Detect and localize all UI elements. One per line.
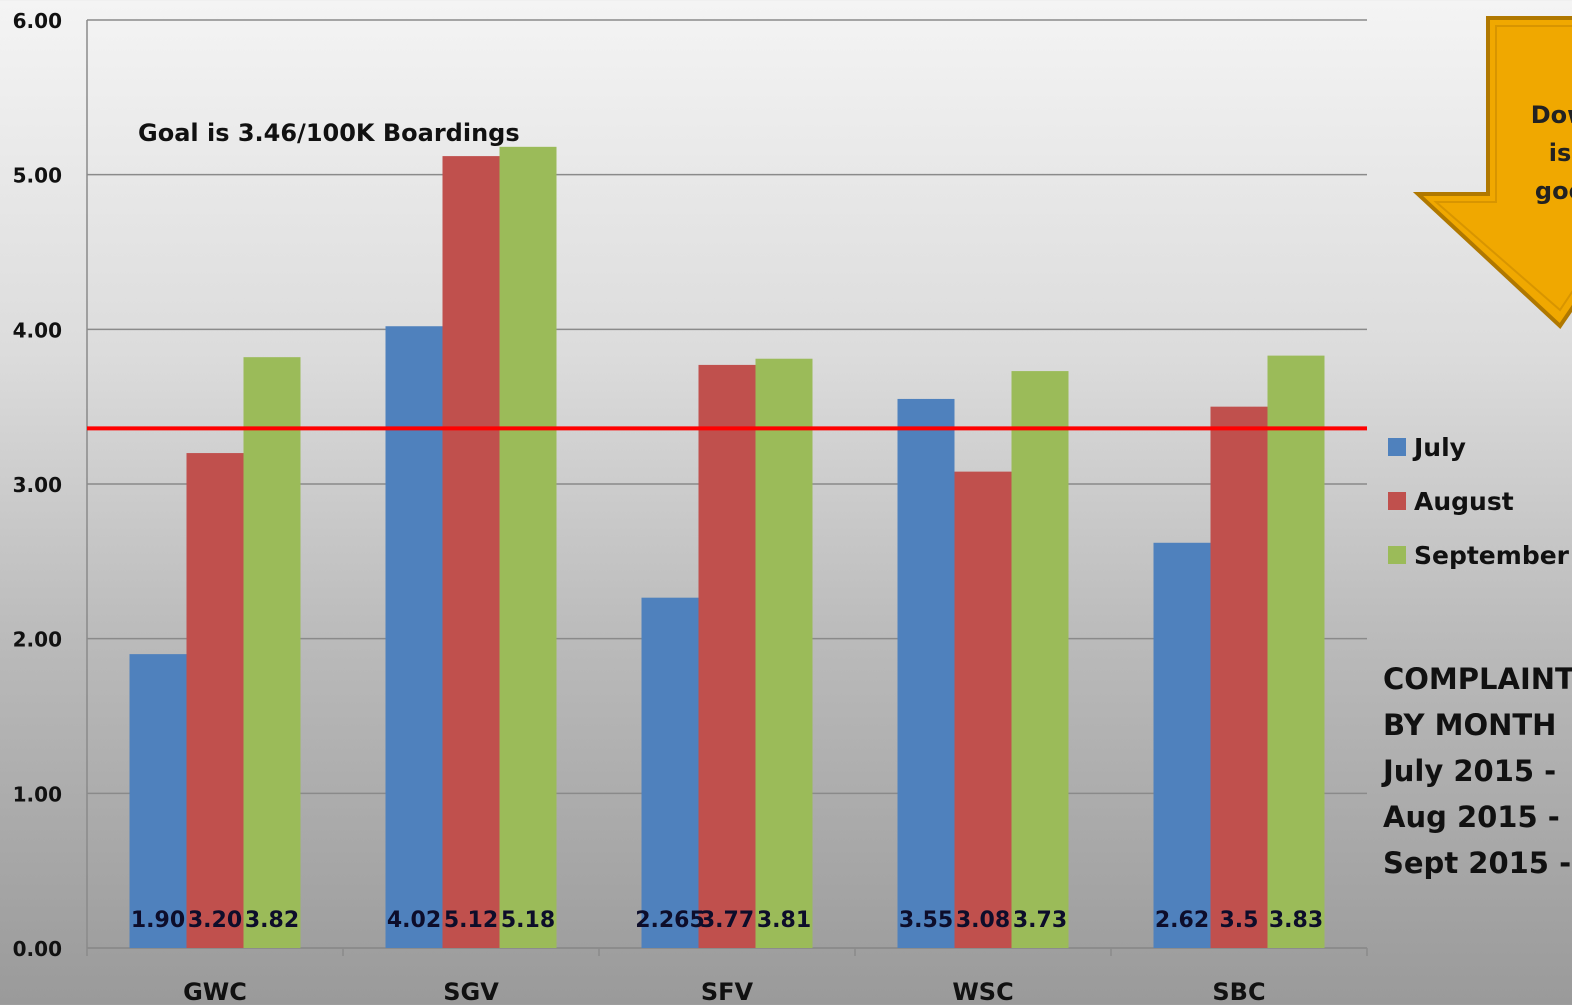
data-label: 3.73 [1013,908,1067,933]
bar-august-gwc [186,453,244,948]
down-arrow-icon [1400,14,1572,334]
legend-label-august: August [1414,486,1514,516]
bar-july-gwc [129,654,187,948]
legend-swatch-august [1388,492,1406,510]
legend-item-september: September [1388,528,1569,582]
bar-september-wsc [1011,371,1069,948]
x-tick-label: SFV [701,978,754,1005]
legend-label-september: September [1414,540,1569,570]
bar-july-sfv [641,597,699,948]
bar-september-sbc [1267,355,1325,948]
legend-item-july: July [1388,420,1569,474]
y-tick-label: 2.00 [13,628,62,652]
data-label: 2.265 [635,908,705,933]
data-label: 3.83 [1269,908,1323,933]
bar-august-sbc [1210,406,1268,949]
bar-july-wsc [897,398,955,948]
legend-swatch-september [1388,546,1406,564]
bar-september-sgv [499,146,557,948]
data-label: 3.08 [956,908,1010,933]
legend-swatch-july [1388,438,1406,456]
data-label: 3.81 [757,908,811,933]
x-tick-label: GWC [183,978,247,1005]
arrow-line-3: goo [1534,177,1572,205]
bar-july-sgv [385,326,443,948]
data-label: 3.5 [1220,908,1259,933]
bar-august-sfv [698,364,756,948]
data-label: 3.82 [245,908,299,933]
arrow-line-2: is [1548,139,1572,167]
x-tick-label: WSC [952,978,1013,1005]
y-tick-label: 4.00 [13,318,62,342]
data-label: 1.90 [131,908,185,933]
legend-item-august: August [1388,474,1569,528]
side-line-5: Sept 2015 - [1383,846,1572,880]
x-tick-label: SBC [1212,978,1265,1005]
bar-july-sbc [1153,542,1211,948]
arrow-callout-text: Dow is goo [1500,96,1572,210]
side-summary-text: COMPLAINT BY MONTH July 2015 - Aug 2015 … [1383,656,1572,886]
legend-label-july: July [1414,432,1466,462]
legend: July August September [1388,420,1569,582]
bar-september-gwc [243,357,301,948]
side-line-4: Aug 2015 - [1383,800,1560,834]
y-tick-label: 6.00 [13,9,62,33]
bar-september-sfv [755,358,813,949]
bar-august-wsc [954,471,1012,948]
arrow-line-1: Dow [1530,101,1572,129]
y-tick-label: 1.00 [13,782,62,806]
data-label: 3.77 [700,908,754,933]
bar-august-sgv [442,156,500,948]
data-label: 4.02 [387,908,441,933]
side-line-2: BY MONTH [1383,708,1557,742]
data-label: 2.62 [1155,908,1209,933]
side-line-3: July 2015 - [1383,754,1557,788]
y-tick-label: 3.00 [13,473,62,497]
side-line-1: COMPLAINT [1383,662,1572,696]
y-tick-label: 0.00 [13,937,62,961]
data-label: 5.18 [501,908,555,933]
data-label: 3.20 [188,908,242,933]
y-tick-label: 5.00 [13,164,62,188]
data-label: 5.12 [444,908,498,933]
goal-label: Goal is 3.46/100K Boardings [138,119,520,147]
x-tick-label: SGV [443,978,499,1005]
data-label: 3.55 [899,908,953,933]
